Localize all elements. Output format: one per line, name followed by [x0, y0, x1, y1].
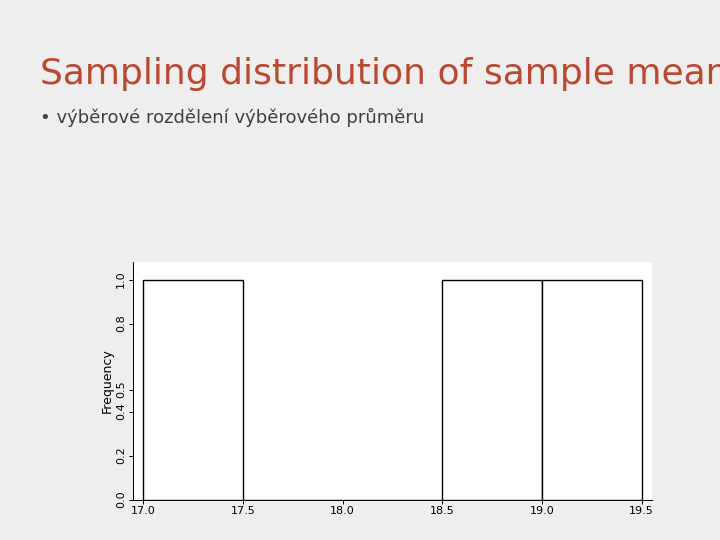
Y-axis label: Frequency: Frequency [101, 348, 114, 413]
Bar [542, 280, 642, 500]
Bar [442, 280, 542, 500]
Text: Sampling distribution of sample mean: Sampling distribution of sample mean [40, 57, 720, 91]
Text: • výběrové rozdělení výběrového průměru: • výběrové rozdělení výběrového průměru [40, 108, 424, 127]
Bar [143, 280, 243, 500]
